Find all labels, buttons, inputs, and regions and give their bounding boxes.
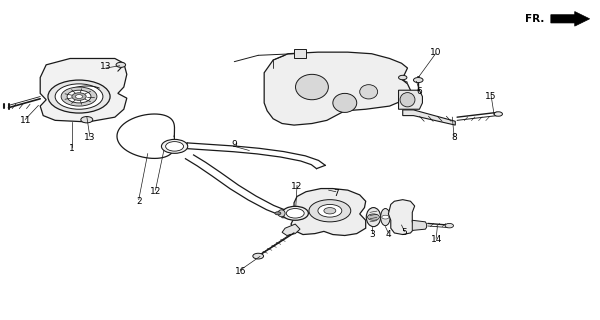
Circle shape [67,90,91,103]
Circle shape [275,212,281,215]
Circle shape [76,95,83,99]
Circle shape [286,209,304,218]
Circle shape [318,204,342,217]
Polygon shape [412,220,427,230]
Circle shape [324,208,336,214]
Circle shape [253,253,263,259]
Text: 2: 2 [136,197,142,206]
Polygon shape [294,49,306,59]
Circle shape [72,93,86,100]
Circle shape [116,62,125,68]
Polygon shape [282,224,300,236]
Text: 11: 11 [20,116,31,125]
Polygon shape [551,12,590,26]
Polygon shape [40,59,127,122]
Polygon shape [398,90,422,109]
Text: 10: 10 [430,48,442,57]
Text: 7: 7 [333,189,339,198]
Polygon shape [291,188,365,236]
Circle shape [55,84,103,109]
Circle shape [81,116,93,123]
Text: FR.: FR. [525,14,545,24]
Text: 15: 15 [485,92,497,101]
Circle shape [166,142,184,151]
Circle shape [161,140,188,153]
Ellipse shape [333,93,357,112]
Ellipse shape [380,209,390,226]
Text: 13: 13 [84,133,95,142]
Ellipse shape [360,85,377,99]
Text: 12: 12 [292,182,303,191]
Circle shape [282,206,308,220]
Text: 6: 6 [416,87,422,96]
Text: 1: 1 [69,144,75,153]
Circle shape [382,215,389,219]
Text: 16: 16 [235,267,246,276]
Polygon shape [403,110,455,125]
Text: 14: 14 [430,236,442,244]
Ellipse shape [400,92,415,107]
Circle shape [398,75,407,80]
Polygon shape [281,209,293,218]
Polygon shape [388,200,415,235]
Circle shape [445,223,454,228]
Text: 12: 12 [150,187,161,196]
Circle shape [48,80,110,113]
Text: 5: 5 [401,228,407,237]
Circle shape [413,77,423,83]
Text: 4: 4 [386,230,391,239]
Circle shape [61,87,97,106]
Text: 8: 8 [451,133,457,142]
Circle shape [367,214,379,220]
Ellipse shape [278,210,285,217]
Ellipse shape [366,208,380,227]
Ellipse shape [296,74,328,100]
Text: 9: 9 [232,140,237,149]
Text: 3: 3 [369,230,374,239]
Text: 13: 13 [100,62,112,71]
Circle shape [494,112,502,116]
Polygon shape [264,52,410,125]
Circle shape [309,200,351,222]
